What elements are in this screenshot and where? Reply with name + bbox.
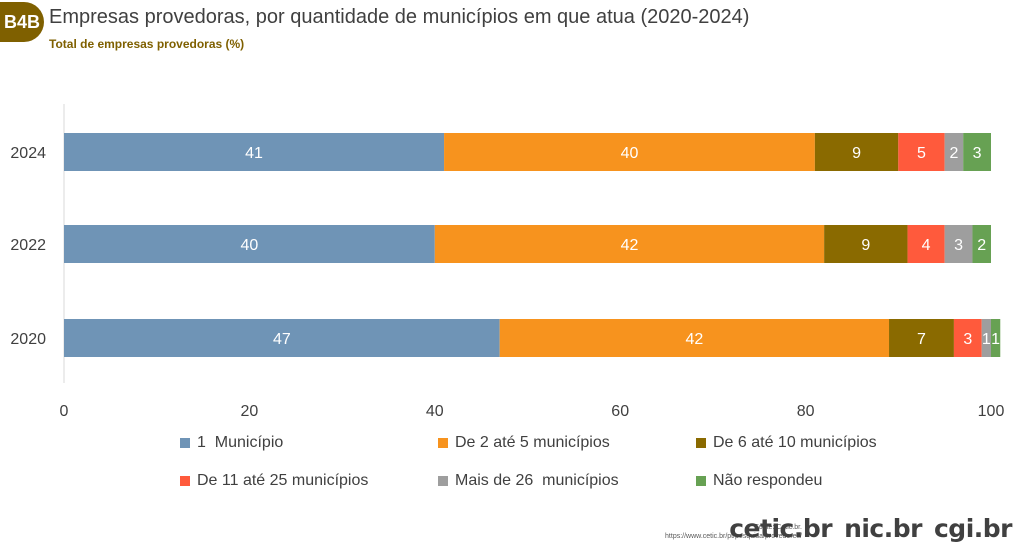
bar-2022-series-3 <box>907 225 945 263</box>
bar-label-2020-series-1: 42 <box>685 331 703 348</box>
bar-2022-series-1 <box>434 225 825 263</box>
source-url: https://www.cetic.br/pt/pesquisa/provedo… <box>665 533 802 540</box>
bar-2020-series-1 <box>499 319 890 357</box>
x-tick-label-40: 40 <box>426 403 444 420</box>
legend-label-2: De 6 até 10 municípios <box>713 434 877 451</box>
bar-label-2020-series-5: 1 <box>991 331 1000 348</box>
legend-item-2: De 6 até 10 municípios <box>696 434 940 452</box>
bar-label-2022-series-5: 2 <box>977 237 986 254</box>
bar-label-2024-series-0: 41 <box>245 145 263 162</box>
legend-swatch-1 <box>438 438 448 448</box>
legend-swatch-3 <box>180 476 190 486</box>
legend-label-5: Não respondeu <box>713 472 823 489</box>
bar-label-2024-series-3: 5 <box>917 145 926 162</box>
bar-label-2022-series-0: 40 <box>241 237 259 254</box>
chart-legend: 1 Município De 2 até 5 municípios De 6 até… <box>180 434 940 490</box>
bar-2024-series-4 <box>944 133 964 171</box>
logo-cgi: cgi.br <box>933 514 1013 543</box>
bar-label-2024-series-5: 3 <box>973 145 982 162</box>
legend-label-3: De 11 até 25 municípios <box>197 472 369 489</box>
bar-label-2022-series-1: 42 <box>621 237 639 254</box>
chart-title: Empresas provedoras, por quantidade de m… <box>49 6 750 28</box>
legend-swatch-2 <box>696 438 706 448</box>
legend-swatch-4 <box>438 476 448 486</box>
bar-2024-series-0 <box>64 133 445 171</box>
bar-label-2020-series-4: 1 <box>982 331 991 348</box>
bar-2022-series-5 <box>972 225 991 263</box>
bar-2022-series-2 <box>824 225 908 263</box>
x-tick-label-0: 0 <box>60 403 69 420</box>
bar-2022-series-0 <box>64 225 435 263</box>
legend-label-4: Mais de 26 municípios <box>455 472 619 489</box>
bar-2020-series-0 <box>64 319 500 357</box>
bar-label-2022-series-2: 9 <box>861 237 870 254</box>
bar-label-2022-series-3: 4 <box>922 237 931 254</box>
bar-2022-series-4 <box>944 225 973 263</box>
legend-item-4: Mais de 26 municípios <box>438 472 696 490</box>
bar-label-2024-series-2: 9 <box>852 145 861 162</box>
bar-2020-series-4 <box>981 319 991 357</box>
legend-item-1: De 2 até 5 municípios <box>438 434 696 452</box>
bar-2024-series-2 <box>814 133 899 171</box>
x-tick-label-60: 60 <box>611 403 629 420</box>
legend-label-1: De 2 até 5 municípios <box>455 434 610 451</box>
bar-2024-series-3 <box>898 133 945 171</box>
chart-subtitle: Total de empresas provedoras (%) <box>49 37 245 51</box>
y-tick-label-2022: 2022 <box>10 237 46 254</box>
bar-2020-series-2 <box>889 319 954 357</box>
section-badge: B4B <box>0 2 44 42</box>
logo-nic: nic.br <box>844 514 922 543</box>
legend-item-0: 1 Município <box>180 434 438 452</box>
legend-item-5: Não respondeu <box>696 472 940 490</box>
source-note: Fonte: Cetic.br. https://www.cetic.br/pt… <box>665 523 802 541</box>
y-tick-label-2024: 2024 <box>10 145 46 162</box>
legend-item-3: De 11 até 25 municípios <box>180 472 438 490</box>
bar-label-2024-series-1: 40 <box>621 145 639 162</box>
bar-label-2020-series-3: 3 <box>963 331 972 348</box>
bar-2024-series-5 <box>963 133 991 171</box>
y-tick-label-2020: 2020 <box>10 331 46 348</box>
source-text: Fonte: Cetic.br. <box>754 524 802 531</box>
footer-logos: cetic.br nic.br cgi.br <box>729 514 1012 543</box>
x-tick-label-100: 100 <box>978 403 1005 420</box>
x-tick-label-80: 80 <box>797 403 815 420</box>
bar-2020-series-3 <box>953 319 982 357</box>
bar-label-2024-series-4: 2 <box>949 145 958 162</box>
bar-label-2020-series-0: 47 <box>273 331 291 348</box>
bar-2020-series-5 <box>991 319 1001 357</box>
legend-swatch-5 <box>696 476 706 486</box>
legend-swatch-0 <box>180 438 190 448</box>
bar-2024-series-1 <box>444 133 815 171</box>
bar-label-2022-series-4: 3 <box>954 237 963 254</box>
bar-label-2020-series-2: 7 <box>917 331 926 348</box>
logo-cetic: cetic.br <box>729 514 833 543</box>
legend-label-0: 1 Município <box>197 434 284 451</box>
x-tick-label-20: 20 <box>241 403 259 420</box>
